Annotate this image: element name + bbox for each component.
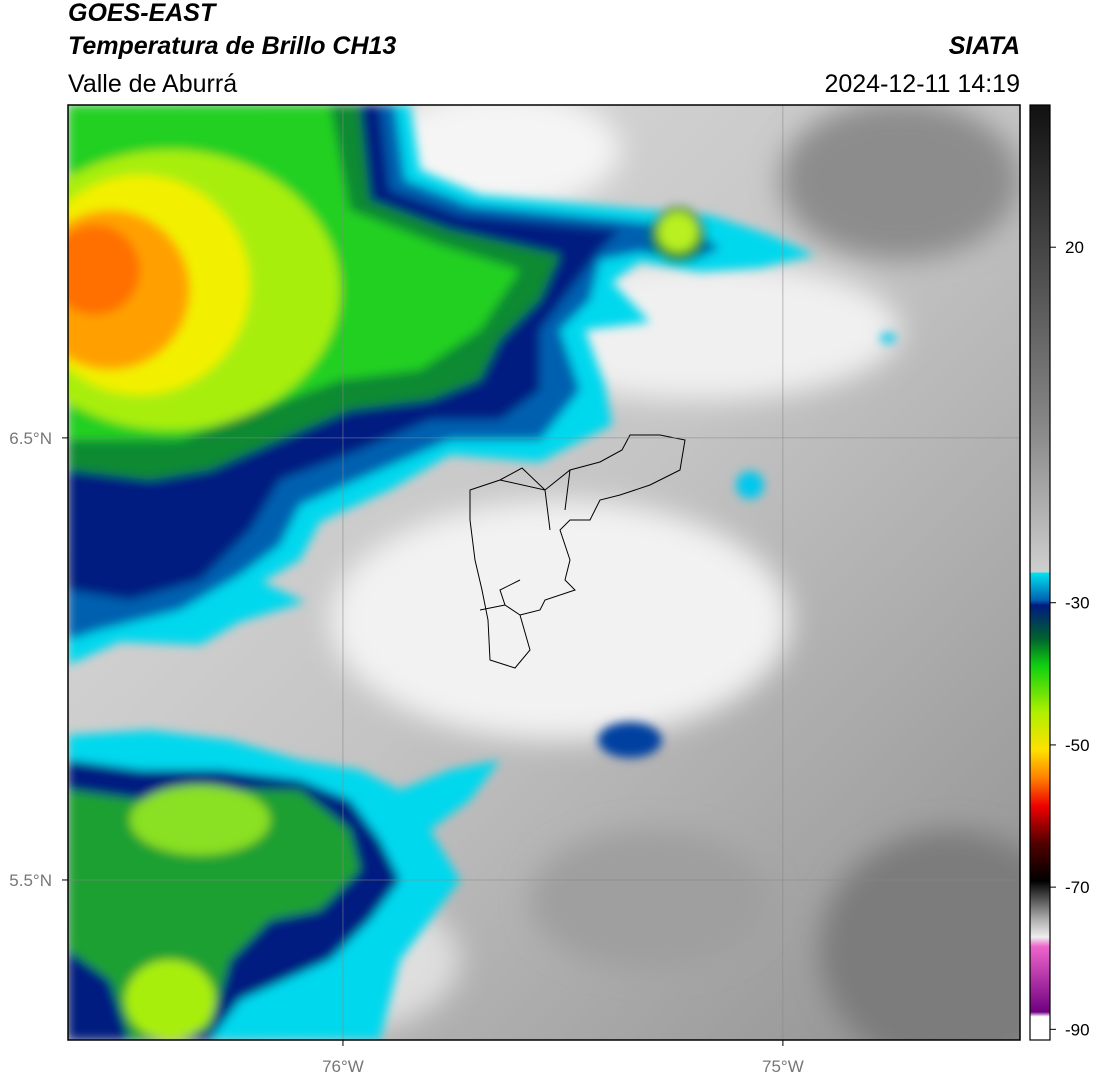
colorbar-tick-label: -50 [1065,736,1090,755]
y-tick-label: 5.5°N [9,871,52,890]
colorbar-tick-label: 20 [1065,238,1084,257]
source: SIATA [949,32,1020,60]
region: Valle de Aburrá [68,70,237,98]
map-frame [67,104,1021,1041]
colorbar [1029,104,1051,1041]
colorbar-tick-label: -30 [1065,594,1090,613]
x-tick-label: 76°W [322,1057,364,1076]
colorbar-tick-label: -70 [1065,878,1090,897]
y-tick-label: 6.5°N [9,429,52,448]
graticule [62,105,1020,1046]
colorbar-tick-label: -90 [1065,1020,1090,1039]
x-tick-label: 75°W [762,1057,804,1076]
satellite-image [68,105,1020,1040]
datetime: 2024-12-11 14:19 [824,70,1020,98]
title: GOES-EAST [68,0,218,27]
subtitle: Temperatura de Brillo CH13 [68,32,396,60]
